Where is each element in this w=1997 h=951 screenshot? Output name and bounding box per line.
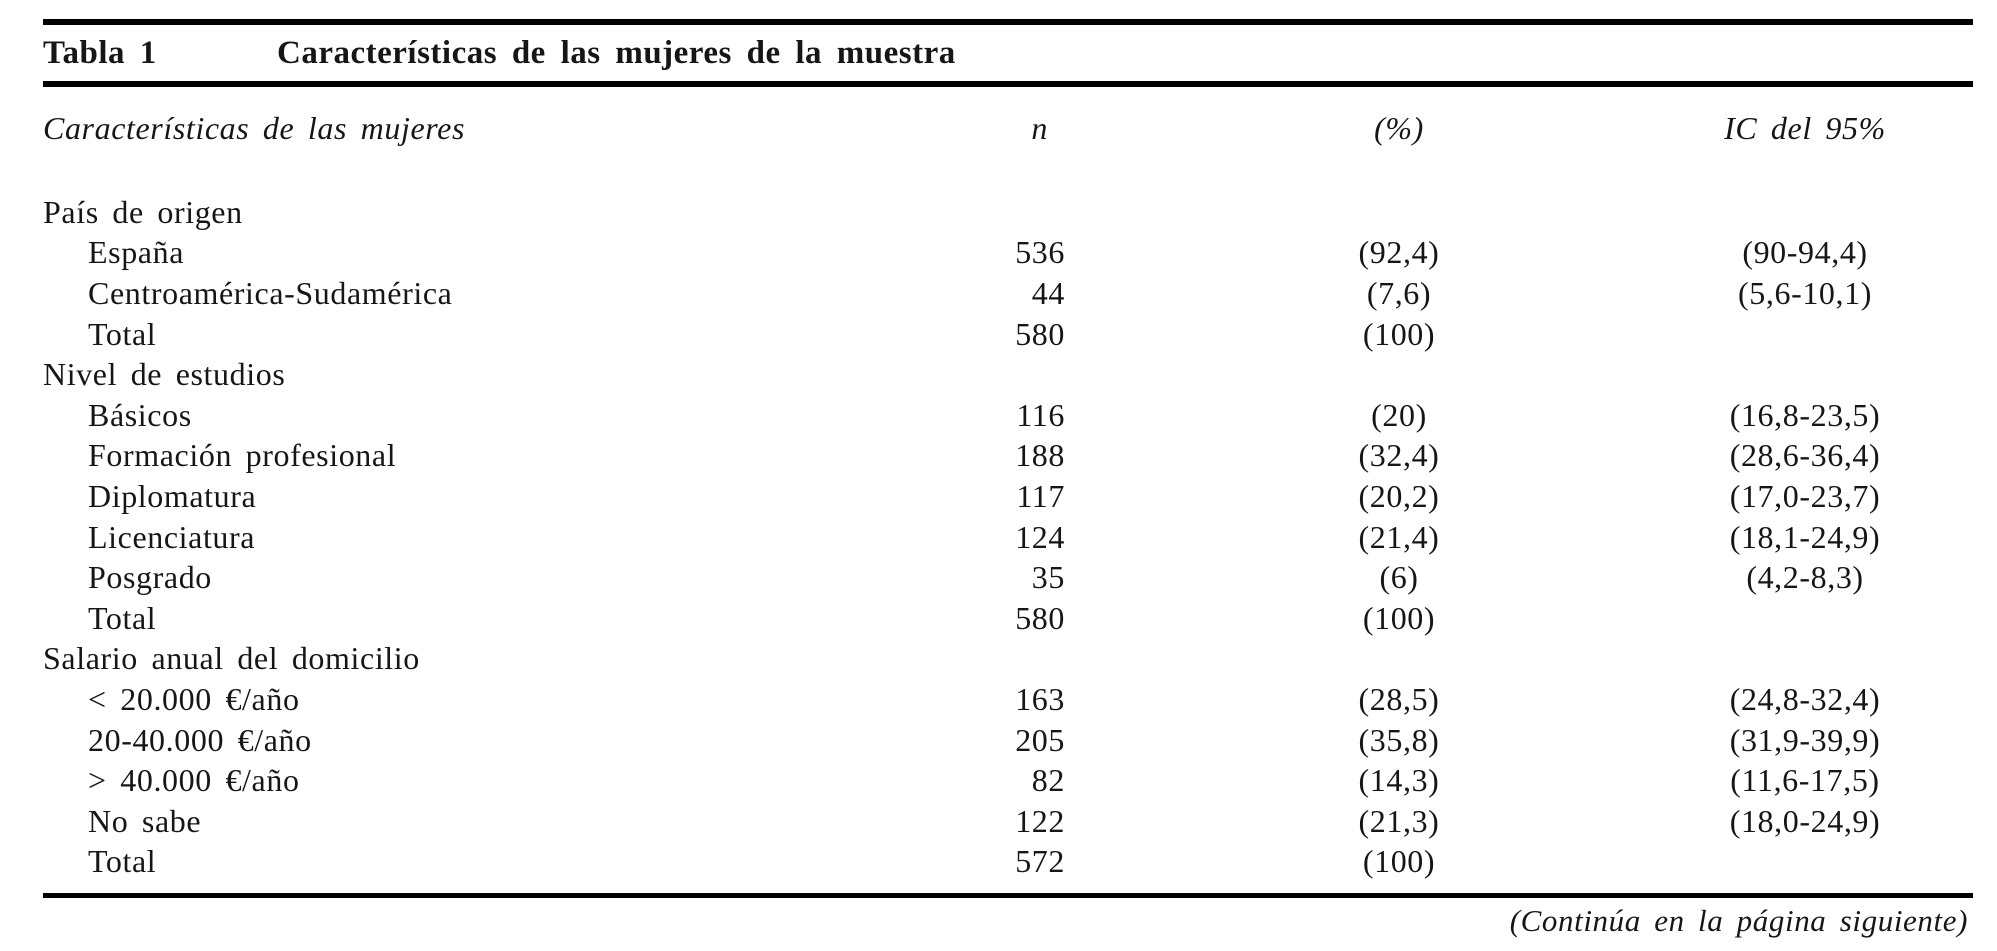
table-title: Características de las mujeres de la mue… bbox=[277, 34, 956, 71]
row-label: < 20.000 €/año bbox=[88, 680, 300, 717]
table-row: Total 580 (100) bbox=[0, 314, 1997, 355]
cell-n: 536 bbox=[1015, 234, 1065, 271]
row-label: Diplomatura bbox=[88, 477, 257, 514]
column-header-characteristic: Características de las mujeres bbox=[43, 109, 465, 146]
cell-percent: (92,4) bbox=[1358, 234, 1440, 271]
top-rule bbox=[43, 19, 1973, 25]
cell-percent: (32,4) bbox=[1358, 437, 1440, 474]
table-body: País de origen España 536 (92,4) (90-94,4) Ce… bbox=[0, 192, 1997, 882]
row-label: Centroamérica-Sudamérica bbox=[88, 274, 453, 311]
bottom-rule bbox=[43, 893, 1973, 899]
row-label: España bbox=[88, 234, 185, 271]
table-row: Licenciatura 124 (21,4) (18,1-24,9) bbox=[0, 517, 1997, 558]
column-header-ci: IC del 95% bbox=[1724, 109, 1886, 146]
cell-percent: (100) bbox=[1362, 315, 1436, 352]
cell-n: 580 bbox=[1015, 599, 1065, 636]
cell-n: 580 bbox=[1015, 315, 1065, 352]
column-header-percent: (%) bbox=[1374, 109, 1424, 146]
cell-n: 124 bbox=[1015, 518, 1065, 555]
spacer bbox=[0, 148, 1997, 192]
column-header-n: n bbox=[1031, 109, 1048, 146]
section-header-label: Nivel de estudios bbox=[43, 356, 286, 393]
cell-percent: (20) bbox=[1371, 396, 1427, 433]
cell-n: 35 bbox=[1031, 559, 1065, 596]
cell-n: 163 bbox=[1015, 680, 1065, 717]
cell-ci: (90-94,4) bbox=[1742, 234, 1868, 271]
cell-percent: (14,3) bbox=[1358, 762, 1440, 799]
row-label: Total bbox=[88, 599, 157, 636]
row-label: Formación profesional bbox=[88, 437, 397, 474]
row-label: Licenciatura bbox=[88, 518, 256, 555]
cell-n: 572 bbox=[1015, 843, 1065, 880]
section-header-label: País de origen bbox=[43, 193, 243, 230]
row-label: Básicos bbox=[88, 396, 192, 433]
continuation-note: (Continúa en la página siguiente) bbox=[1509, 903, 1968, 939]
cell-percent: (6) bbox=[1379, 559, 1419, 596]
cell-n: 188 bbox=[1015, 437, 1065, 474]
cell-ci: (5,6-10,1) bbox=[1738, 274, 1872, 311]
table-row: < 20.000 €/año 163 (28,5) (24,8-32,4) bbox=[0, 679, 1997, 720]
section-header-row: Salario anual del domicilio bbox=[0, 639, 1997, 680]
table-row: Total 580 (100) bbox=[0, 598, 1997, 639]
spacer bbox=[0, 87, 1997, 108]
table-row: Centroamérica-Sudamérica 44 (7,6) (5,6-10,1… bbox=[0, 273, 1997, 314]
cell-percent: (100) bbox=[1362, 599, 1436, 636]
cell-n: 205 bbox=[1015, 721, 1065, 758]
section-header-label: Salario anual del domicilio bbox=[43, 640, 420, 677]
row-label: 20-40.000 €/año bbox=[88, 721, 312, 758]
row-label: Total bbox=[88, 315, 157, 352]
column-header-row: Características de las mujeres n (%) IC … bbox=[0, 108, 1997, 148]
cell-ci: (18,0-24,9) bbox=[1729, 802, 1881, 839]
section-header-row: País de origen bbox=[0, 192, 1997, 233]
table-row: Diplomatura 117 (20,2) (17,0-23,7) bbox=[0, 476, 1997, 517]
table-row: Posgrado 35 (6) (4,2-8,3) bbox=[0, 557, 1997, 598]
cell-percent: (21,3) bbox=[1358, 802, 1440, 839]
row-label: > 40.000 €/año bbox=[88, 762, 300, 799]
cell-n: 116 bbox=[1016, 396, 1065, 433]
table-row: No sabe 122 (21,3) (18,0-24,9) bbox=[0, 801, 1997, 842]
section-header-row: Nivel de estudios bbox=[0, 354, 1997, 395]
table-number: Tabla 1 bbox=[43, 34, 157, 71]
row-label: Total bbox=[88, 843, 157, 880]
row-label: Posgrado bbox=[88, 559, 212, 596]
table-row: > 40.000 €/año 82 (14,3) (11,6-17,5) bbox=[0, 760, 1997, 801]
cell-ci: (24,8-32,4) bbox=[1729, 680, 1881, 717]
continuation-note-row: (Continúa en la página siguiente) bbox=[0, 898, 1997, 944]
cell-ci: (11,6-17,5) bbox=[1730, 762, 1880, 799]
cell-n: 117 bbox=[1016, 477, 1065, 514]
cell-percent: (20,2) bbox=[1358, 477, 1440, 514]
table-row: Total 572 (100) bbox=[0, 842, 1997, 883]
cell-ci: (4,2-8,3) bbox=[1746, 559, 1864, 596]
spacer bbox=[0, 882, 1997, 893]
table-row: Básicos 116 (20) (16,8-23,5) bbox=[0, 395, 1997, 436]
table-caption: Tabla 1 Características de las mujeres d… bbox=[0, 25, 1997, 81]
cell-ci: (16,8-23,5) bbox=[1729, 396, 1881, 433]
caption-rule bbox=[43, 81, 1973, 87]
cell-percent: (21,4) bbox=[1358, 518, 1440, 555]
cell-percent: (7,6) bbox=[1366, 274, 1432, 311]
cell-ci: (17,0-23,7) bbox=[1729, 477, 1881, 514]
row-label: No sabe bbox=[88, 802, 202, 839]
cell-ci: (18,1-24,9) bbox=[1729, 518, 1881, 555]
cell-percent: (35,8) bbox=[1358, 721, 1440, 758]
cell-ci: (28,6-36,4) bbox=[1729, 437, 1881, 474]
cell-n: 44 bbox=[1031, 274, 1065, 311]
cell-percent: (100) bbox=[1362, 843, 1436, 880]
cell-n: 82 bbox=[1031, 762, 1065, 799]
cell-percent: (28,5) bbox=[1358, 680, 1440, 717]
cell-n: 122 bbox=[1015, 802, 1065, 839]
table-row: 20-40.000 €/año 205 (35,8) (31,9-39,9) bbox=[0, 720, 1997, 761]
cell-ci: (31,9-39,9) bbox=[1729, 721, 1881, 758]
table-row: España 536 (92,4) (90-94,4) bbox=[0, 233, 1997, 274]
table-row: Formación profesional 188 (32,4) (28,6-36,4… bbox=[0, 436, 1997, 477]
